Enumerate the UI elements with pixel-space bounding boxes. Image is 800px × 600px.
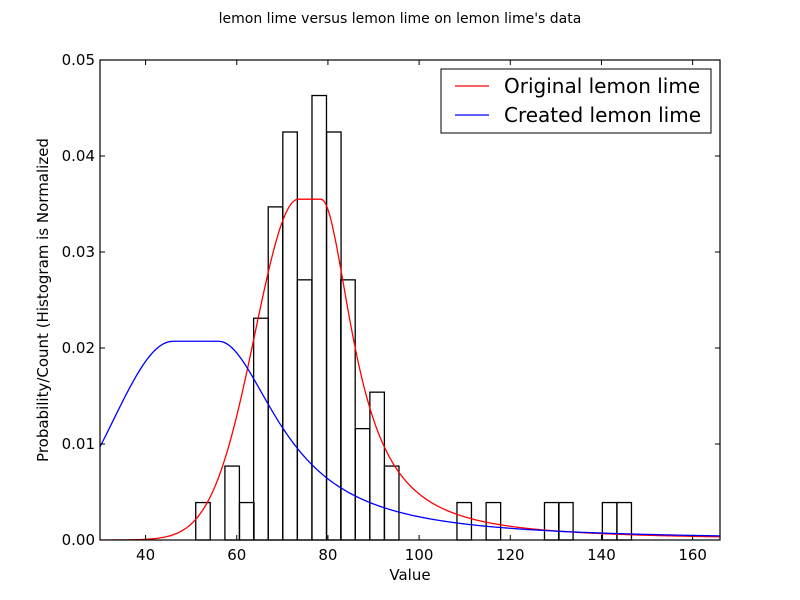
histogram-bar — [311, 94, 328, 541]
legend-label-created: Created lemon lime — [504, 103, 701, 127]
histogram-bar — [252, 317, 269, 541]
plot-frame — [99, 59, 721, 541]
x-axis-label: Value — [389, 566, 430, 584]
histogram-bar — [485, 501, 502, 541]
histogram-bar — [543, 501, 560, 541]
x-tick-label: 80 — [318, 546, 337, 564]
histogram-bar — [354, 427, 371, 541]
histogram-bar — [340, 279, 356, 541]
y-tick-label: 0.05 — [62, 51, 95, 69]
histogram-bar — [296, 279, 313, 541]
y-tick-label: 0.02 — [62, 339, 95, 357]
y-tick-label: 0.03 — [62, 243, 95, 261]
y-tick-label: 0.00 — [62, 531, 95, 549]
series-line-created — [100, 340, 720, 537]
histogram-bar — [282, 131, 298, 541]
legend: Original lemon lime Created lemon lime — [440, 68, 712, 134]
legend-label-original: Original lemon lime — [504, 74, 700, 98]
histogram-bar — [557, 501, 574, 541]
y-axis-label: Probability/Count (Histogram is Normaliz… — [34, 138, 52, 462]
x-tick-label: 160 — [678, 546, 707, 564]
histogram-bar — [456, 501, 473, 541]
curves-group — [100, 198, 720, 540]
x-tick-label: 100 — [405, 546, 434, 564]
series-line-original — [100, 198, 720, 540]
plot-area: 40 60 80 100 120 140 160 0.00 0.01 0.02 0.03 0.04 0.… — [62, 51, 721, 564]
histogram-bar — [383, 465, 400, 541]
y-tick-label: 0.01 — [62, 435, 95, 453]
histogram-bar — [267, 206, 284, 541]
x-tick-label: 140 — [587, 546, 616, 564]
x-tick-label: 40 — [136, 546, 155, 564]
histogram-bar — [238, 501, 255, 541]
histogram-bar — [195, 501, 211, 541]
chart-title: lemon lime versus lemon lime on lemon li… — [219, 11, 582, 27]
histogram-bar — [224, 465, 241, 541]
y-tick-label: 0.04 — [62, 147, 95, 165]
x-tick-label: 120 — [496, 546, 525, 564]
legend-box — [440, 68, 712, 134]
x-tick-label: 60 — [227, 546, 246, 564]
